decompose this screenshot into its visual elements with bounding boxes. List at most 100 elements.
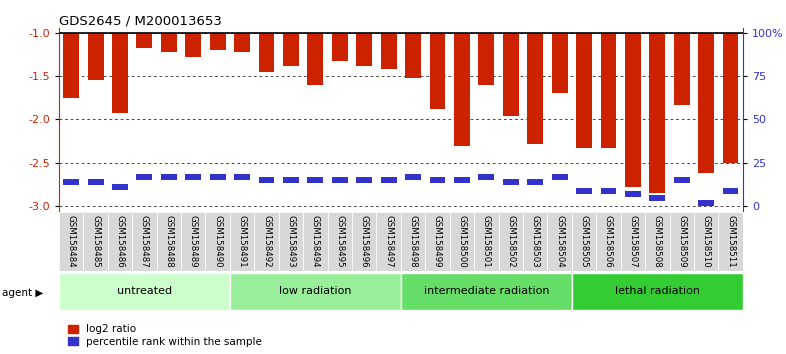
Bar [63,179,79,185]
Bar [405,174,421,180]
Text: GSM158484: GSM158484 [67,215,75,268]
Bar [474,212,498,271]
Bar [283,33,299,65]
Text: GSM158491: GSM158491 [237,215,247,268]
Bar [328,212,352,271]
Bar [718,212,743,271]
Bar [674,33,689,105]
Bar [430,177,446,183]
Bar [625,33,641,187]
Bar [571,273,743,310]
Text: GSM158489: GSM158489 [189,215,198,268]
Text: intermediate radiation: intermediate radiation [424,286,549,296]
Text: GSM158503: GSM158503 [531,215,540,268]
Bar [649,33,665,193]
Legend: log2 ratio, percentile rank within the sample: log2 ratio, percentile rank within the s… [64,320,266,351]
Text: GSM158500: GSM158500 [457,215,466,268]
Bar [479,174,494,180]
Bar [234,174,250,180]
Bar [88,33,104,80]
Text: GSM158507: GSM158507 [628,215,637,268]
Bar [571,212,597,271]
Bar [670,212,694,271]
Text: GSM158492: GSM158492 [262,215,271,268]
Bar [601,33,616,148]
Text: GSM158486: GSM158486 [116,215,124,268]
Bar [380,33,397,69]
Text: low radiation: low radiation [279,286,351,296]
Text: GSM158496: GSM158496 [360,215,369,268]
Bar [454,33,470,145]
Text: GSM158499: GSM158499 [433,215,442,268]
Bar [279,212,303,271]
Bar [185,33,201,57]
Bar [356,33,372,65]
Bar [259,177,274,183]
Bar [137,33,152,48]
Bar [259,33,274,72]
Bar [454,177,470,183]
Text: GSM158498: GSM158498 [409,215,417,268]
Text: untreated: untreated [117,286,172,296]
Bar [303,212,328,271]
Text: GSM158487: GSM158487 [140,215,149,268]
Bar [601,188,616,194]
Bar [59,273,230,310]
Bar [450,212,474,271]
Bar [356,177,372,183]
Text: lethal radiation: lethal radiation [615,286,700,296]
Bar [576,188,592,194]
Bar [621,212,645,271]
Bar [185,174,201,180]
Bar [210,174,226,180]
Bar [161,174,177,180]
Text: GSM158493: GSM158493 [286,215,296,268]
Bar [552,174,567,180]
Bar [307,33,323,85]
Bar [234,33,250,52]
Text: agent ▶: agent ▶ [2,288,44,298]
Bar [698,33,714,173]
Text: GSM158495: GSM158495 [336,215,344,268]
Text: GSM158490: GSM158490 [213,215,222,268]
Text: GSM158508: GSM158508 [653,215,662,268]
Bar [112,184,128,190]
Text: GSM158504: GSM158504 [555,215,564,268]
Bar [405,33,421,78]
Bar [132,212,156,271]
Bar [230,212,255,271]
Bar [597,212,621,271]
Bar [523,212,547,271]
Bar [527,179,543,185]
Bar [503,33,519,116]
Text: GSM158501: GSM158501 [482,215,490,268]
Bar [698,200,714,206]
Bar [307,177,323,183]
Bar [83,212,108,271]
Text: GSM158502: GSM158502 [506,215,516,268]
Bar [380,177,397,183]
Bar [112,33,128,113]
Bar [161,33,177,52]
Bar [649,195,665,201]
Bar [332,33,347,61]
Bar [425,212,450,271]
Bar [230,273,401,310]
Bar [674,177,689,183]
Text: GSM158505: GSM158505 [579,215,589,268]
Bar [527,33,543,144]
Bar [503,179,519,185]
Bar [547,212,571,271]
Bar [625,191,641,197]
Text: GDS2645 / M200013653: GDS2645 / M200013653 [59,14,222,27]
Bar [156,212,181,271]
Text: GSM158488: GSM158488 [164,215,174,268]
Bar [401,273,571,310]
Bar [722,33,739,163]
Text: GSM158509: GSM158509 [678,215,686,268]
Bar [205,212,230,271]
Text: GSM158497: GSM158497 [384,215,393,268]
Bar [552,33,567,93]
Text: GSM158485: GSM158485 [91,215,100,268]
Bar [352,212,376,271]
